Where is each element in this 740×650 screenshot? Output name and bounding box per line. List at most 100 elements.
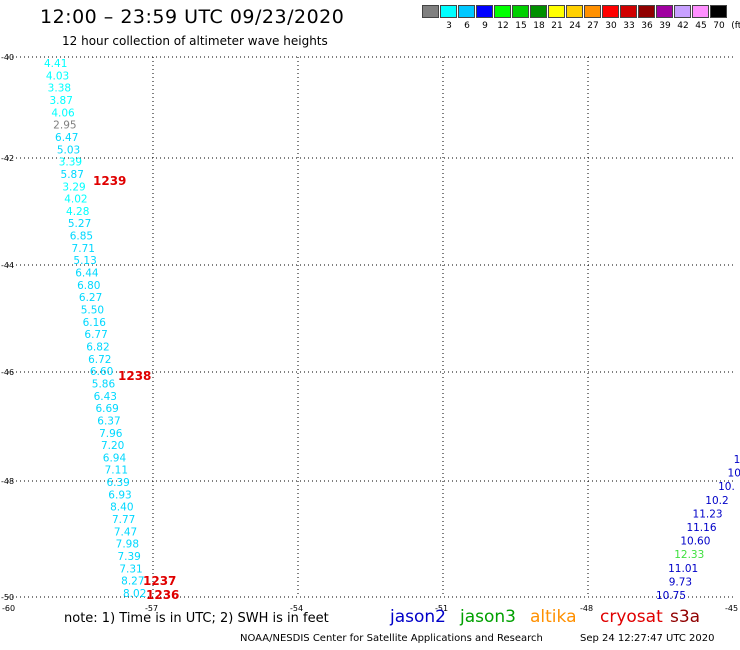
latitude-tick-label: -44: [1, 261, 14, 270]
legend-swatch: [548, 5, 565, 18]
page-subtitle: 12 hour collection of altimeter wave hei…: [62, 34, 328, 48]
legend-label: 42: [677, 21, 689, 31]
legend-swatch: [494, 5, 511, 18]
legend-label: 18: [533, 21, 545, 31]
legend-swatch: [458, 5, 475, 18]
wave-height-value: 7.11: [105, 465, 128, 477]
legend-unit: (ft): [731, 21, 740, 31]
wave-height-value: 4.41: [44, 58, 67, 70]
legend-swatch: [620, 5, 637, 18]
wave-height-value: 6.72: [88, 354, 111, 366]
wave-height-value: 6.94: [103, 452, 127, 464]
legend-label: 27: [587, 21, 599, 31]
wave-height-value: 6.16: [83, 317, 107, 329]
wave-height-value: 10.: [718, 481, 735, 493]
time-marker: 1239: [93, 174, 126, 188]
wave-height-value: 6.43: [94, 391, 117, 403]
legend-label: 45: [695, 21, 707, 31]
latitude-tick-label: -46: [1, 368, 14, 377]
satellite-name: altika: [530, 607, 577, 627]
legend-label: 6: [464, 21, 470, 31]
legend-label: 12: [497, 21, 509, 31]
page-title: 12:00 – 23:59 UTC 09/23/2020: [40, 6, 345, 28]
legend-label: 30: [605, 21, 617, 31]
wave-height-value: 6.47: [55, 132, 78, 144]
legend-swatch: [422, 5, 439, 18]
legend-swatch: [710, 5, 727, 18]
wave-height-value: 5.03: [57, 144, 80, 156]
wave-height-value: 7.77: [112, 514, 135, 526]
wave-height-value: 3.38: [48, 83, 71, 95]
units-note: note: 1) Time is in UTC; 2) SWH is in fe…: [64, 611, 329, 626]
credit-line: NOAA/NESDIS Center for Satellite Applica…: [240, 633, 543, 644]
wave-height-value: 3.39: [59, 157, 82, 169]
wave-height-value: 10: [728, 468, 740, 480]
wave-height-value: 12.33: [674, 549, 704, 561]
longitude-tick-label: -51: [435, 604, 448, 613]
wave-height-value: 4.02: [64, 194, 87, 206]
legend-swatch: [602, 5, 619, 18]
wave-height-value: 11.23: [693, 508, 723, 520]
west-altimeter-track: 4.414.033.383.874.062.956.475.033.395.87…: [44, 58, 146, 600]
map-grid: [8, 56, 733, 598]
legend-label: 15: [515, 21, 527, 31]
legend-swatch: [692, 5, 709, 18]
legend-label: 36: [641, 21, 653, 31]
longitude-tick-label: -60: [2, 604, 15, 613]
wave-height-value: 2.95: [53, 120, 76, 132]
latitude-tick-label: -48: [1, 477, 14, 486]
legend-swatch: [584, 5, 601, 18]
wave-height-value: 8.27: [121, 576, 144, 588]
legend-label: 24: [569, 21, 581, 31]
latitude-tick-label: -40: [1, 53, 14, 62]
latitude-tick-label: -42: [1, 154, 14, 163]
wave-height-value: 7.20: [101, 440, 124, 452]
legend-label: 39: [659, 21, 671, 31]
wave-height-value: 6.60: [90, 366, 113, 378]
wave-height-value: 6.85: [70, 231, 93, 243]
longitude-tick-label: -45: [725, 604, 738, 613]
satellite-name: jason3: [460, 607, 516, 627]
wave-height-value: 6.69: [95, 403, 118, 415]
wave-height-value: 3.87: [50, 95, 73, 107]
legend-swatch: [656, 5, 673, 18]
legend-swatch: [512, 5, 529, 18]
wave-height-value: 5.87: [61, 169, 84, 181]
wave-height-value: 6.93: [108, 489, 131, 501]
legend-swatch: [566, 5, 583, 18]
satellite-name: s3a: [670, 607, 701, 627]
generated-timestamp: Sep 24 12:27:47 UTC 2020: [580, 633, 715, 644]
wave-height-value: 6.44: [75, 268, 99, 280]
longitude-tick-label: -48: [580, 604, 593, 613]
wave-height-value: 5.13: [73, 255, 96, 267]
wave-height-value: 6.82: [86, 341, 109, 353]
legend-label: 21: [551, 21, 563, 31]
wave-height-value: 7.98: [116, 539, 139, 551]
wave-height-value: 5.50: [81, 305, 104, 317]
legend-label: 33: [623, 21, 635, 31]
satellite-name: cryosat: [600, 607, 663, 627]
wave-height-value: 11.01: [668, 563, 698, 575]
wave-height-value: 7.71: [72, 243, 95, 255]
time-marker: 1237: [143, 574, 176, 588]
wave-height-value: 5.86: [92, 378, 116, 390]
legend-label: 3: [446, 21, 452, 31]
wave-height-value: 8.02: [123, 588, 146, 600]
wave-height-value: 10.60: [680, 536, 710, 548]
wave-height-value: 5.27: [68, 218, 91, 230]
wave-height-value: 7.39: [117, 551, 140, 563]
wave-height-value: 14: [734, 454, 740, 466]
wave-height-value: 6.27: [79, 292, 102, 304]
wave-height-value: 3.29: [62, 181, 85, 193]
legend-swatch: [674, 5, 691, 18]
wave-height-value: 6.77: [84, 329, 107, 341]
wave-height-value: 6.39: [106, 477, 129, 489]
wave-height-value: 4.06: [51, 107, 75, 119]
map-axis-ticks: -60 -57 -54 -51 -48 -45 -40 -42 -44 -46 -48 -50: [1, 53, 738, 613]
latitude-tick-label: -50: [1, 593, 14, 602]
